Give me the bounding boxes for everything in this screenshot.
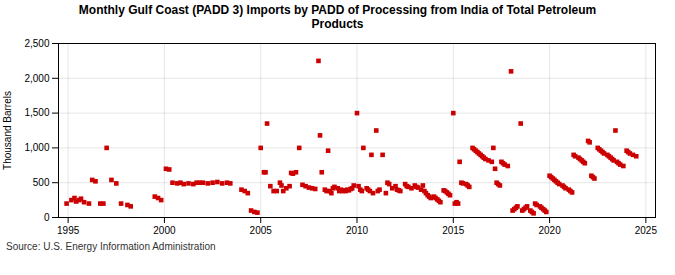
svg-text:2000: 2000 xyxy=(153,225,176,236)
html-text:Monthly Gulf Coast (PADD 3) Im: Monthly Gulf Coast (PADD 3) Imports by P… xyxy=(78,3,597,31)
svg-text:0: 0 xyxy=(44,212,50,223)
svg-text:2020: 2020 xyxy=(538,225,561,236)
svg-text:500: 500 xyxy=(33,177,50,188)
svg-text:1,500: 1,500 xyxy=(24,107,49,118)
svg-text:2010: 2010 xyxy=(346,225,369,236)
svg-text:1,000: 1,000 xyxy=(24,142,49,153)
svg-text:2,000: 2,000 xyxy=(24,73,49,84)
svg-text:1995: 1995 xyxy=(57,225,80,236)
svg-text:2025: 2025 xyxy=(635,225,658,236)
svg-text:2,500: 2,500 xyxy=(24,38,49,49)
html-text:Source: U.S. Energy Informatio: Source: U.S. Energy Information Administ… xyxy=(6,241,216,252)
svg-text:2005: 2005 xyxy=(250,225,273,236)
svg-text:Thousand Barrels: Thousand Barrels xyxy=(2,91,13,170)
svg-text:2015: 2015 xyxy=(442,225,465,236)
